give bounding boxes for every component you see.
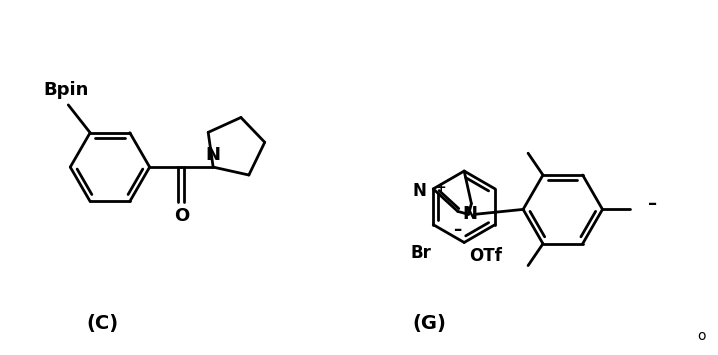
Text: N: N bbox=[205, 146, 220, 164]
Text: Bpin: Bpin bbox=[44, 81, 89, 99]
Text: O: O bbox=[174, 207, 189, 225]
Text: (C): (C) bbox=[86, 314, 118, 333]
Text: N: N bbox=[462, 205, 477, 223]
Text: Br: Br bbox=[411, 245, 432, 262]
Text: +: + bbox=[435, 181, 446, 194]
Text: –: – bbox=[453, 220, 461, 239]
Text: –: – bbox=[648, 196, 657, 213]
Text: N: N bbox=[412, 182, 426, 200]
Text: (G): (G) bbox=[413, 314, 447, 333]
Text: OTf: OTf bbox=[469, 247, 502, 266]
Text: o: o bbox=[697, 329, 706, 343]
